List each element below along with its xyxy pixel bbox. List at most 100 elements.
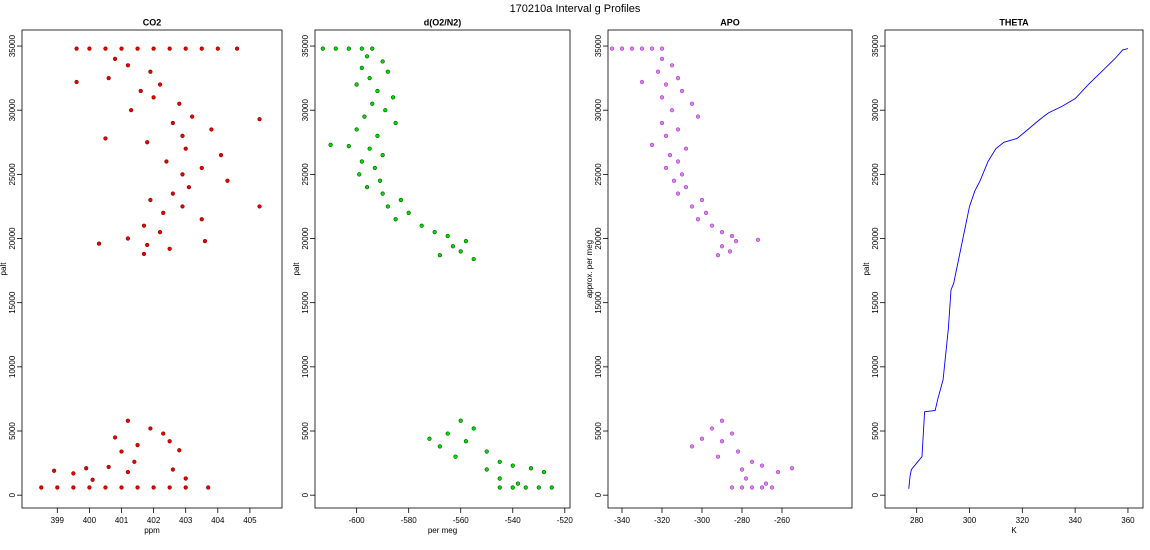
- y-tick-label: 15000: [301, 291, 310, 314]
- point: [484, 467, 489, 472]
- point: [234, 46, 240, 51]
- point: [406, 210, 411, 215]
- point: [96, 241, 102, 246]
- point: [715, 253, 721, 258]
- point: [135, 443, 140, 448]
- panel-title: d(O2/N2): [424, 17, 462, 27]
- x-tick-label: 401: [115, 516, 129, 525]
- y-tick-label: 5000: [594, 422, 603, 440]
- point: [471, 256, 476, 262]
- point: [151, 46, 156, 51]
- y-tick-label: 25000: [871, 163, 880, 186]
- x-tick-label: -520: [557, 516, 574, 525]
- point: [380, 191, 385, 196]
- point: [74, 79, 79, 85]
- point: [186, 185, 192, 190]
- y-tick-label: 0: [8, 492, 17, 497]
- point: [87, 46, 92, 51]
- y-tick-label: 20000: [301, 227, 310, 250]
- point: [398, 197, 403, 203]
- y-tick-label: 0: [594, 492, 603, 497]
- point: [729, 485, 735, 490]
- point: [719, 418, 725, 423]
- point: [183, 476, 188, 481]
- point: [372, 165, 377, 171]
- point: [659, 46, 665, 51]
- panel-title: THETA: [999, 17, 1029, 27]
- x-tick-label: -540: [505, 516, 522, 525]
- point: [667, 153, 673, 158]
- x-tick-label: 320: [1016, 516, 1030, 525]
- point: [463, 238, 469, 244]
- point: [125, 469, 131, 475]
- y-tick-label: 35000: [871, 34, 880, 57]
- y-tick-label: 30000: [594, 99, 603, 122]
- point: [170, 191, 175, 196]
- point: [437, 253, 442, 258]
- x-tick-label: -560: [453, 516, 470, 525]
- point: [218, 153, 224, 158]
- point: [145, 140, 150, 145]
- y-tick-label: 25000: [594, 163, 603, 186]
- point: [103, 46, 108, 51]
- point: [541, 469, 547, 475]
- point: [675, 127, 681, 132]
- x-tick-label: -340: [614, 516, 631, 525]
- x-axis-label: K: [1011, 526, 1017, 535]
- point: [739, 485, 745, 490]
- point: [84, 466, 89, 471]
- x-tick-label: 404: [211, 516, 225, 525]
- point: [39, 485, 44, 490]
- panel-title: CO2: [143, 17, 162, 27]
- point: [190, 114, 195, 119]
- y-tick-label: 30000: [301, 99, 310, 122]
- point: [689, 204, 695, 209]
- y-tick-label: 30000: [8, 99, 17, 122]
- point: [733, 238, 739, 244]
- y-tick-label: 35000: [8, 34, 17, 57]
- point: [763, 481, 769, 486]
- point: [383, 108, 388, 113]
- plot-frame: [314, 29, 571, 509]
- point: [729, 233, 735, 239]
- point: [362, 114, 367, 119]
- y-axis-label: approx. per meg: [585, 240, 594, 298]
- point: [157, 82, 163, 87]
- plot-frame: [21, 29, 283, 509]
- point: [151, 95, 156, 100]
- point: [138, 88, 143, 94]
- point: [735, 449, 741, 454]
- point: [55, 485, 60, 490]
- x-tick-label: -280: [734, 516, 751, 525]
- point: [437, 444, 442, 449]
- plot-frame: [884, 29, 1144, 509]
- point: [183, 485, 188, 490]
- point: [380, 153, 385, 158]
- point: [679, 88, 685, 94]
- point: [663, 133, 669, 138]
- point: [71, 471, 76, 476]
- point: [164, 159, 169, 164]
- y-axis-label: palt: [862, 262, 871, 276]
- point: [663, 165, 669, 171]
- point: [729, 431, 735, 436]
- point: [74, 46, 79, 51]
- point: [375, 133, 380, 138]
- y-tick-label: 20000: [8, 227, 17, 250]
- y-tick-label: 5000: [301, 422, 310, 440]
- y-tick-label: 5000: [8, 422, 17, 440]
- point: [167, 246, 172, 251]
- point: [106, 464, 111, 470]
- point: [432, 230, 437, 235]
- x-tick-label: 300: [963, 516, 977, 525]
- point: [699, 436, 705, 441]
- point: [161, 210, 166, 215]
- profile-line: [908, 48, 1129, 489]
- y-tick-label: 0: [871, 492, 880, 497]
- plot-frame: [607, 29, 853, 509]
- point: [523, 485, 528, 490]
- x-tick-label: 405: [243, 516, 257, 525]
- point: [112, 56, 118, 61]
- x-tick-label: -580: [401, 516, 418, 525]
- point: [385, 204, 390, 209]
